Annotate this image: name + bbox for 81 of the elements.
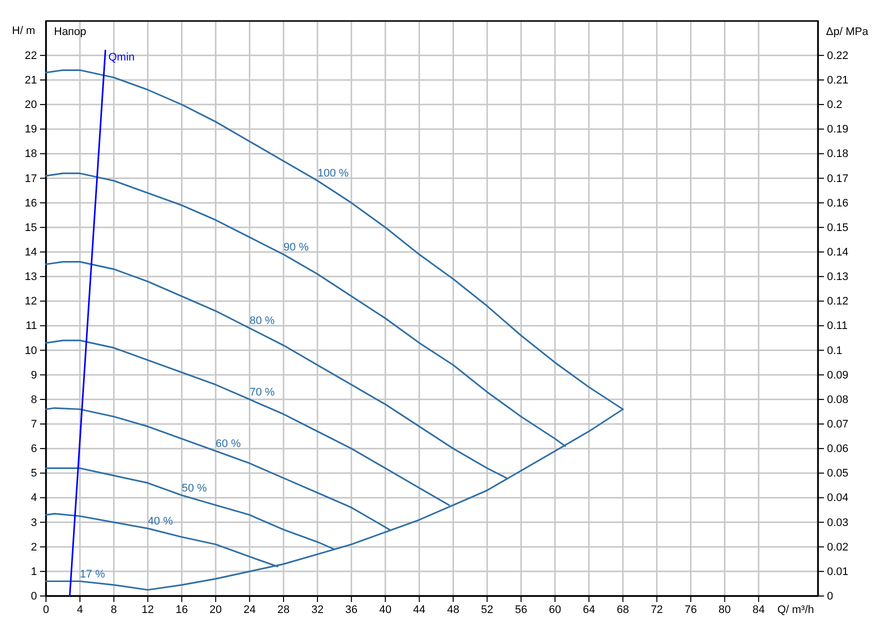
x-tick-label: 12 xyxy=(142,604,154,616)
series-label: 70 % xyxy=(250,386,275,398)
x-tick-label: 28 xyxy=(277,604,290,616)
y-axis-title: H/ m xyxy=(12,25,36,37)
y-tick-label: 8 xyxy=(30,394,37,406)
y2-tick-label: 0.22 xyxy=(827,50,848,62)
y-tick-label: 11 xyxy=(26,320,37,332)
y-tick-label: 18 xyxy=(24,148,37,160)
y2-tick-label: 0.12 xyxy=(827,296,848,308)
series-label: 90 % xyxy=(284,241,309,254)
x-tick-label: 84 xyxy=(752,604,765,616)
y-tick-label: 13 xyxy=(24,271,37,284)
series-label: 100 % xyxy=(317,168,349,180)
y2-tick-label: 0.08 xyxy=(827,394,848,406)
x-tick-label: 0 xyxy=(42,604,50,616)
x-tick-label: 48 xyxy=(447,604,460,616)
y-tick-label: 5 xyxy=(30,468,37,480)
y-tick-label: 7 xyxy=(30,418,37,431)
series-label: 17 % xyxy=(80,568,106,580)
x-tick-label: 80 xyxy=(718,604,731,616)
y2-tick-label: 0.21 xyxy=(827,74,848,86)
y-tick-label: 3 xyxy=(30,516,37,529)
y-tick-label: 19 xyxy=(24,124,37,136)
y-tick-label: 10 xyxy=(24,344,37,357)
x-tick-label: 56 xyxy=(514,604,528,616)
y-tick-label: 2 xyxy=(30,541,37,554)
series-label: 50 % xyxy=(182,482,208,494)
y2-tick-label: 0.13 xyxy=(827,271,848,284)
y2-tick-label: 0.17 xyxy=(827,172,848,185)
y-tick-label: 12 xyxy=(24,296,37,308)
series-label: 60 % xyxy=(216,438,241,450)
y-tick-label: 0 xyxy=(30,590,37,603)
series-label: 40 % xyxy=(148,515,174,528)
y2-tick-label: 0.15 xyxy=(827,222,848,234)
x-tick-label: 32 xyxy=(311,604,324,616)
y2-tick-label: 0.06 xyxy=(827,443,848,456)
y-tick-label: 4 xyxy=(30,492,37,504)
x-tick-label: 16 xyxy=(176,604,188,616)
y2-tick-label: 0.07 xyxy=(827,418,848,431)
x-tick-label: 64 xyxy=(582,604,596,616)
y2-tick-label: 0.03 xyxy=(827,516,848,529)
y2-tick-label: 0.1 xyxy=(827,344,842,357)
y-tick-label: 14 xyxy=(24,246,37,259)
y2-axis-title: Δp/ MPa xyxy=(826,26,870,38)
y-tick-label: 21 xyxy=(24,74,37,86)
x-tick-label: 36 xyxy=(345,604,358,616)
x-axis-title: Q/ m³/h xyxy=(777,604,814,616)
x-tick-label: 52 xyxy=(481,604,494,616)
annotation: Напор xyxy=(54,26,86,38)
y-tick-label: 1 xyxy=(30,566,37,578)
y2-tick-label: 0.14 xyxy=(827,246,848,259)
y-tick-label: 17 xyxy=(24,172,37,185)
y-tick-label: 16 xyxy=(24,197,37,210)
y2-tick-label: 0.19 xyxy=(827,124,848,136)
x-tick-label: 8 xyxy=(110,604,117,616)
y-tick-label: 15 xyxy=(24,222,37,234)
series-label: 80 % xyxy=(250,315,275,328)
y2-tick-label: 0.02 xyxy=(827,541,848,554)
x-tick-label: 4 xyxy=(76,604,83,616)
y2-tick-label: 0 xyxy=(827,590,834,603)
y-tick-label: 22 xyxy=(24,50,37,62)
y2-tick-label: 0.05 xyxy=(827,468,848,480)
y2-tick-label: 0.04 xyxy=(827,492,848,504)
y-tick-label: 20 xyxy=(24,99,37,112)
y2-tick-label: 0.18 xyxy=(827,148,848,160)
y2-tick-label: 0.2 xyxy=(827,99,842,112)
y2-tick-label: 0.09 xyxy=(827,369,848,382)
x-tick-label: 40 xyxy=(379,604,392,616)
x-tick-label: 24 xyxy=(243,604,256,616)
x-tick-label: 20 xyxy=(210,604,222,616)
y-tick-label: 9 xyxy=(30,369,37,382)
x-tick-label: 44 xyxy=(413,604,426,616)
x-tick-label: 60 xyxy=(548,604,562,616)
series-label: Qmin xyxy=(108,51,135,64)
y2-tick-label: 0.11 xyxy=(827,320,848,332)
y2-tick-label: 0.01 xyxy=(827,566,848,578)
y2-tick-label: 0.16 xyxy=(827,197,848,210)
x-tick-label: 76 xyxy=(684,604,697,616)
y-tick-label: 6 xyxy=(30,443,37,456)
x-tick-label: 68 xyxy=(616,604,630,616)
x-tick-label: 72 xyxy=(650,604,663,616)
